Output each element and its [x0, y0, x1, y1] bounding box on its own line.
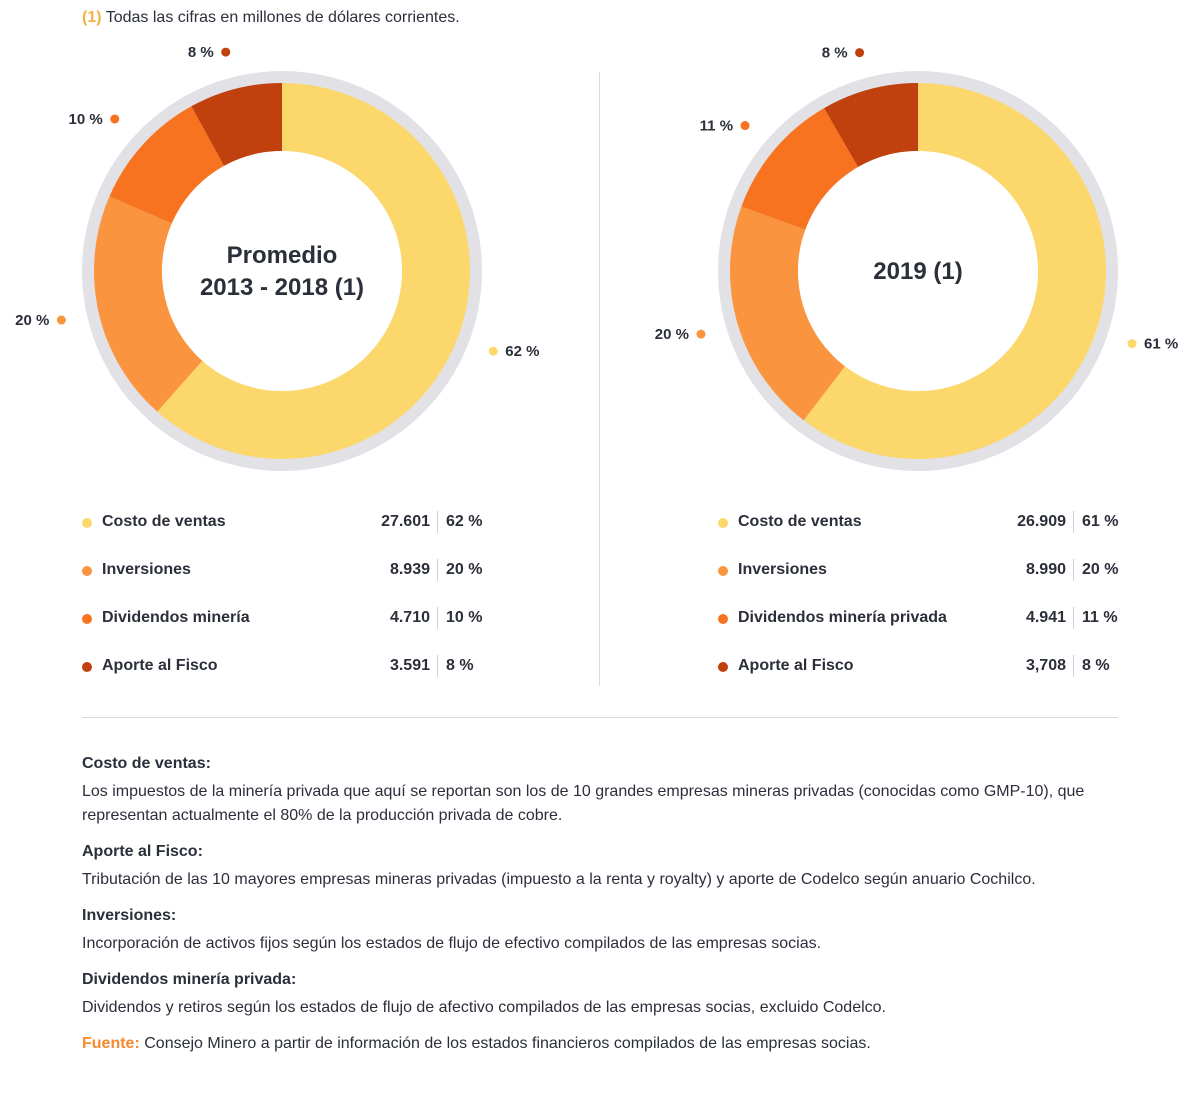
legend-separator — [1073, 607, 1074, 629]
legend-label: Aporte al Fisco — [738, 657, 854, 674]
legend-row: Dividendos minería 4.710 10 % — [82, 601, 502, 649]
legend-row: Costo de ventas 26.909 61 % — [718, 505, 1138, 553]
note-text: Incorporación de activos fijos según los… — [82, 935, 822, 952]
note-text: Dividendos y retiros según los estados d… — [82, 999, 886, 1016]
legend-label: Inversiones — [738, 561, 827, 578]
source-label: Fuente: — [82, 1035, 140, 1052]
legend-value: 8.939 — [389, 561, 430, 578]
note-title: Aporte al Fisco: — [82, 843, 203, 860]
legend-percent: 20 % — [1082, 561, 1119, 578]
legend-row: Inversiones 8.990 20 % — [718, 553, 1138, 601]
slice-percent-label: 61 % — [1144, 336, 1178, 353]
legend-label: Costo de ventas — [738, 513, 862, 530]
slice-label-dot — [110, 114, 120, 124]
legend-separator — [437, 511, 438, 533]
donut-slice-4 — [824, 83, 918, 168]
slice-percent-label: 10 % — [69, 111, 103, 128]
slice-label-dot — [696, 329, 706, 339]
source-line: Fuente: Consejo Minero a partir de infor… — [82, 1032, 1132, 1056]
slice-label-dot — [740, 121, 750, 131]
legend-value: 4.710 — [389, 609, 430, 626]
donut-slice-2 — [93, 196, 203, 412]
note-title: Dividendos minería privada: — [82, 971, 297, 988]
footnote-text: Todas las cifras en millones de dólares … — [105, 9, 460, 26]
legend-row: Aporte al Fisco 3.591 8 % — [82, 649, 502, 697]
slice-label-dot — [56, 315, 66, 325]
donut-hole — [162, 151, 402, 391]
legend-row: Inversiones 8.939 20 % — [82, 553, 502, 601]
legend-dot — [82, 566, 92, 576]
slice-label-dot — [1127, 339, 1137, 349]
source-text: Consejo Minero a partir de información d… — [144, 1035, 871, 1052]
legend-value: 26.909 — [1017, 513, 1066, 530]
legend-separator — [1073, 511, 1074, 533]
legend-percent: 11 % — [1082, 609, 1118, 626]
legend-dot — [718, 518, 728, 528]
legend-percent: 8 % — [1082, 657, 1110, 674]
donut-slice-4 — [191, 83, 282, 166]
donut-center-title: Promedio — [227, 242, 338, 269]
legend-label: Dividendos minería — [102, 609, 250, 626]
legend-separator — [1073, 559, 1074, 581]
legend-row: Costo de ventas 27.601 62 % — [82, 505, 502, 553]
vertical-divider — [599, 72, 600, 686]
donut-slice-2 — [730, 206, 846, 421]
definitions-notes: Costo de ventas: Los impuestos de la min… — [82, 752, 1132, 1056]
footnote-ref: (1) — [82, 9, 102, 26]
slice-percent-label: 20 % — [655, 326, 689, 343]
slice-label-dot — [488, 346, 498, 356]
legend-separator — [437, 607, 438, 629]
footnote: (1) Todas las cifras en millones de dóla… — [82, 9, 460, 27]
slice-percent-label: 11 % — [700, 118, 733, 135]
donut-hole — [798, 151, 1038, 391]
note-text: Los impuestos de la minería privada que … — [82, 783, 1085, 824]
legend-value: 4.941 — [1025, 609, 1066, 626]
note-text: Tributación de las 10 mayores empresas m… — [82, 871, 1036, 888]
legend-value: 8.990 — [1025, 561, 1066, 578]
donut-chart-promedio: 62 % 20 % 10 % 8 % Promedio 2013 - 2018 (1) — [15, 44, 539, 471]
note-title: Inversiones: — [82, 907, 177, 924]
legend-separator — [437, 655, 438, 677]
legend-dot — [82, 518, 92, 528]
horizontal-divider — [82, 717, 1118, 718]
donut-center-title: 2019 (1) — [873, 258, 962, 285]
donut-chart-2019: 61 % 20 % 11 % 8 % 2019 (1) — [655, 45, 1178, 471]
legend-row: Dividendos minería privada 4.941 11 % — [718, 601, 1138, 649]
slice-percent-label: 20 % — [15, 312, 49, 329]
donut-slice-1 — [803, 83, 1106, 459]
legend-percent: 62 % — [446, 513, 483, 530]
legend-value: 27.601 — [381, 513, 430, 530]
legend-dot — [82, 662, 92, 672]
legend-percent: 20 % — [446, 561, 483, 578]
legend-dot — [718, 662, 728, 672]
donut-slice-3 — [741, 108, 859, 230]
slice-percent-label: 8 % — [188, 44, 214, 61]
donut-center-title: 2013 - 2018 (1) — [200, 274, 364, 301]
slice-label-dot — [221, 47, 231, 57]
legend-value: 3,708 — [1025, 657, 1066, 674]
legend-label: Inversiones — [102, 561, 191, 578]
legend-separator — [437, 559, 438, 581]
legend-percent: 61 % — [1082, 513, 1119, 530]
donut-slice-3 — [109, 106, 225, 224]
donut-slice-1 — [157, 83, 470, 459]
legend-dot — [718, 566, 728, 576]
legend-label: Costo de ventas — [102, 513, 226, 530]
legend-percent: 10 % — [446, 609, 483, 626]
legend-row: Aporte al Fisco 3,708 8 % — [718, 649, 1138, 697]
legend-label: Aporte al Fisco — [102, 657, 218, 674]
legend-separator — [1073, 655, 1074, 677]
legend-2019: Costo de ventas 26.909 61 % Inversiones … — [718, 505, 1138, 697]
legend-dot — [82, 614, 92, 624]
legend-label: Dividendos minería privada — [738, 609, 947, 626]
legend-value: 3.591 — [389, 657, 430, 674]
legend-promedio: Costo de ventas 27.601 62 % Inversiones … — [82, 505, 502, 697]
slice-percent-label: 8 % — [822, 45, 848, 62]
note-title: Costo de ventas: — [82, 755, 211, 772]
slice-percent-label: 62 % — [505, 343, 539, 360]
slice-label-dot — [855, 48, 865, 58]
legend-percent: 8 % — [446, 657, 474, 674]
legend-dot — [718, 614, 728, 624]
